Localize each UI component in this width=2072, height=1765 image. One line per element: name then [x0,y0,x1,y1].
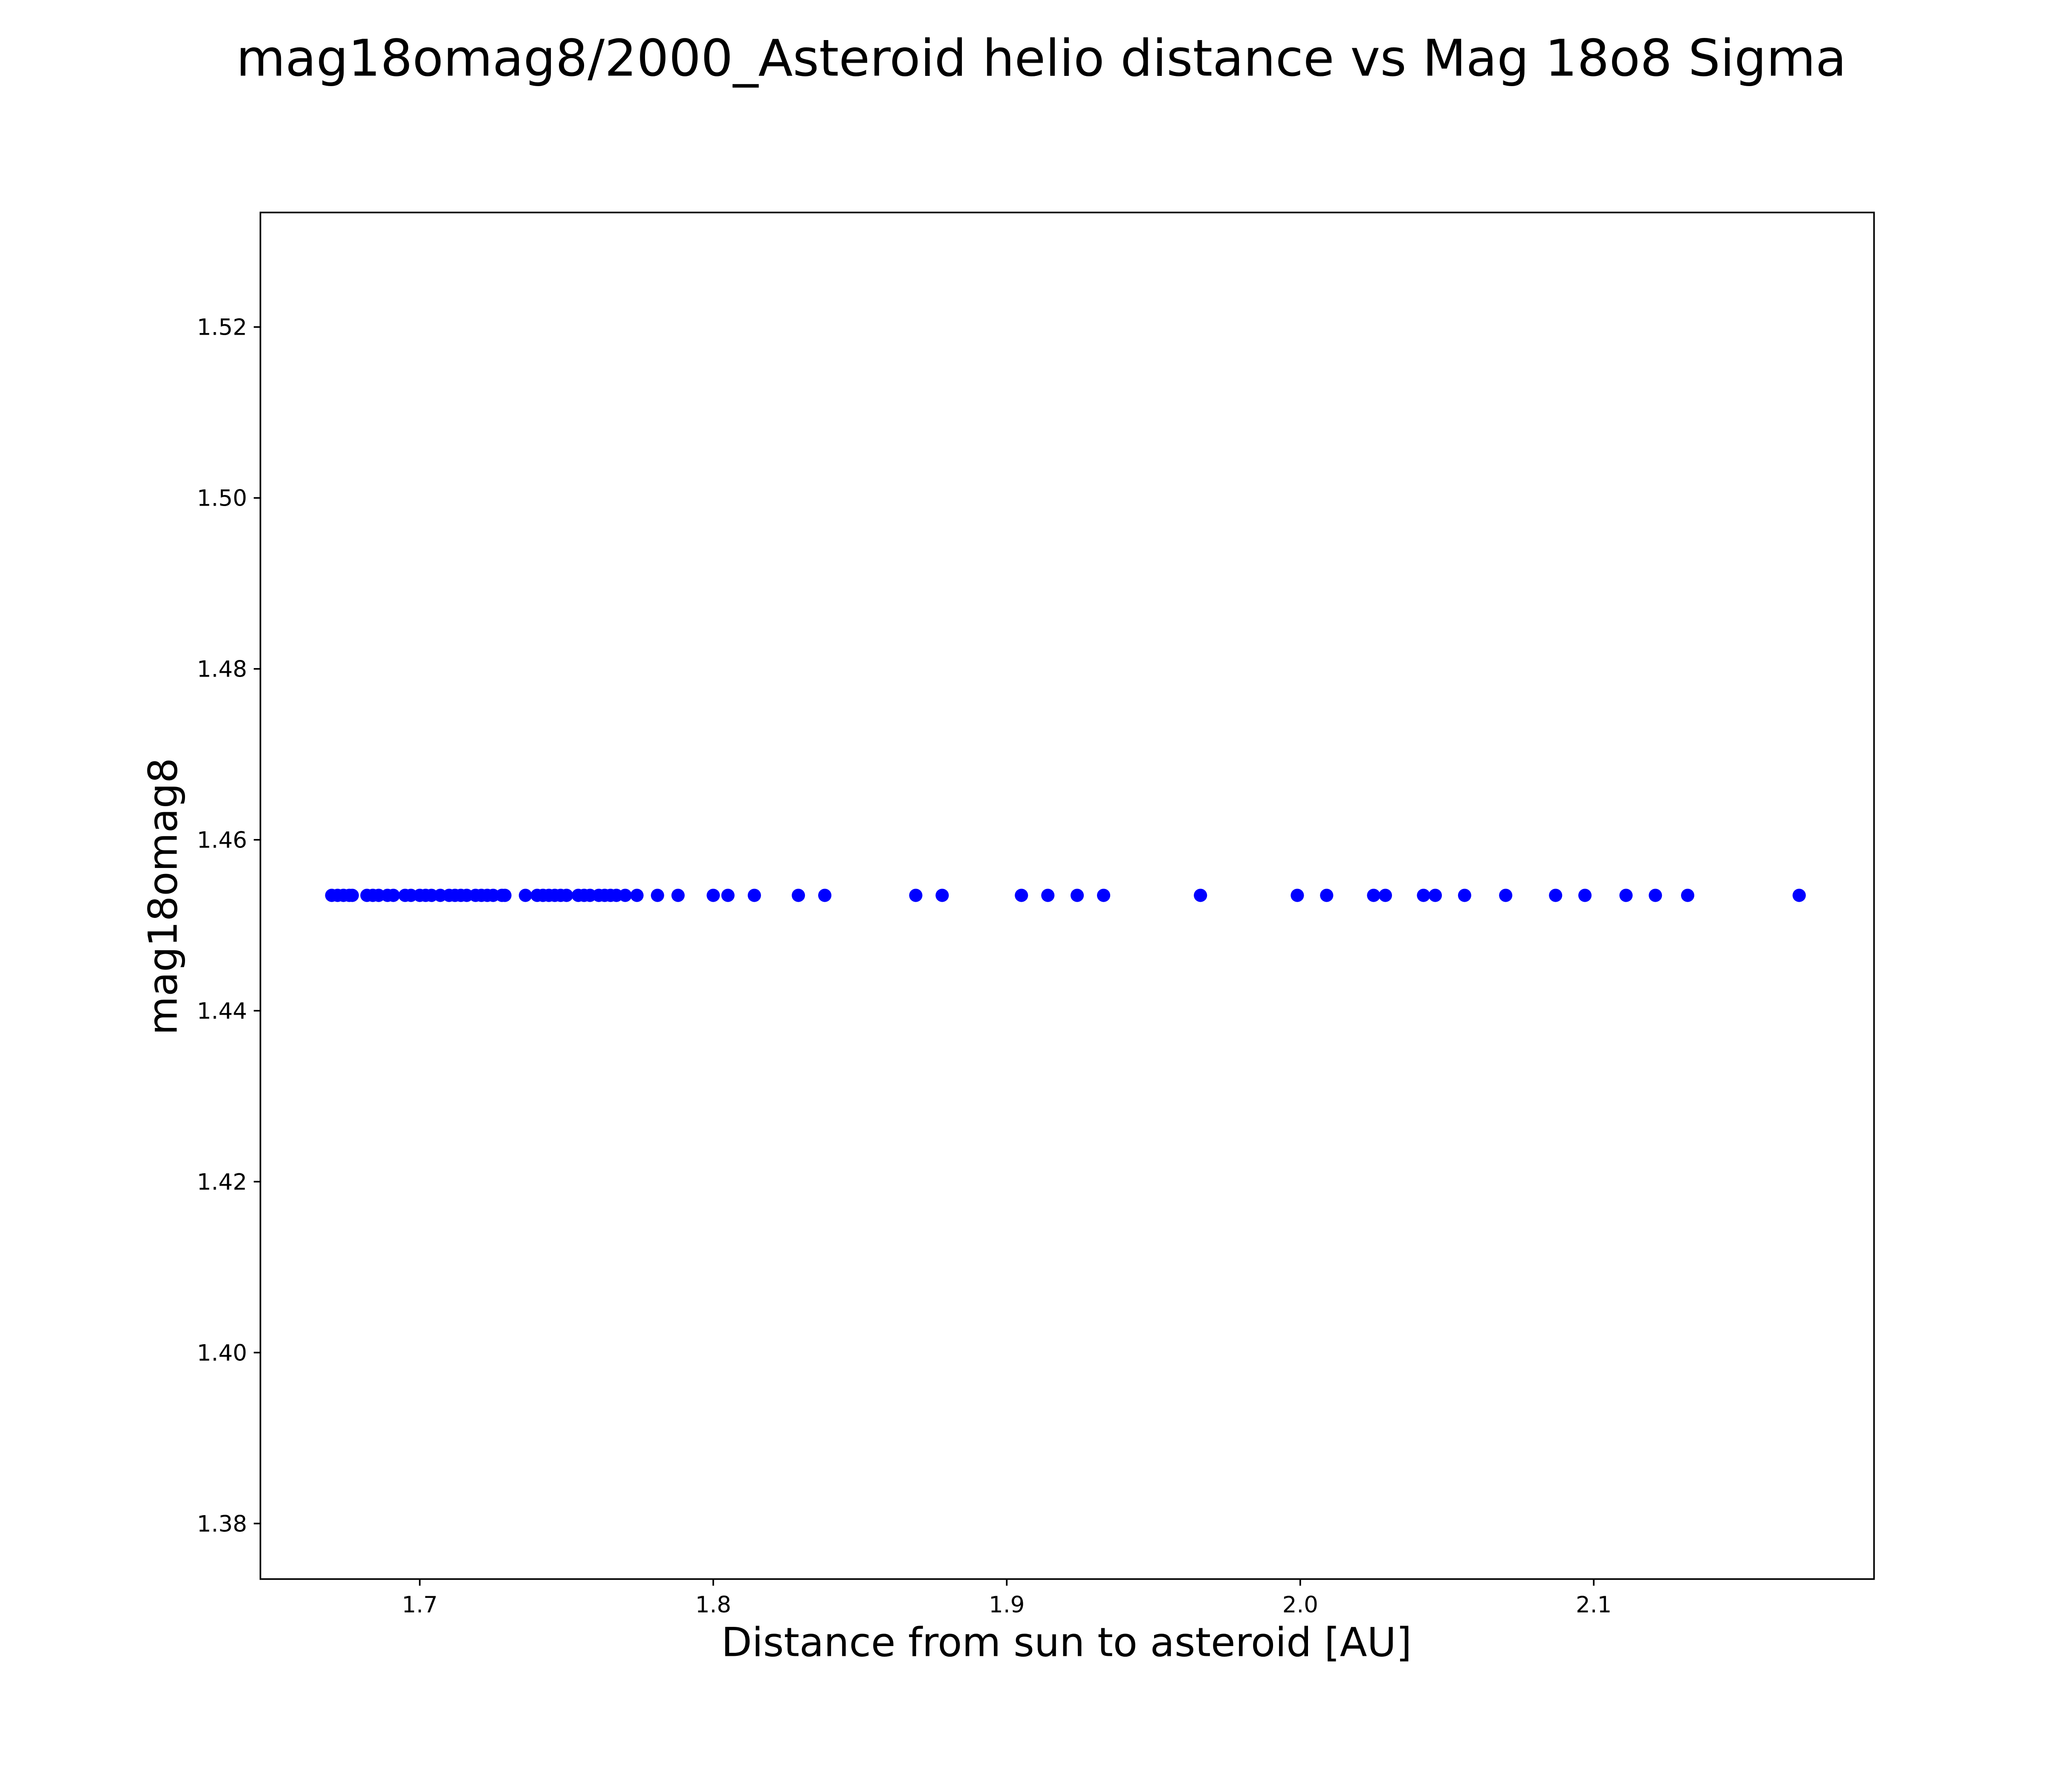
data-point [706,888,720,902]
data-point [1015,888,1028,902]
y-tick-label: 1.38 [197,1511,247,1537]
data-point [387,888,400,902]
x-tick-label: 1.7 [402,1592,437,1618]
data-point [721,888,735,902]
data-point [518,888,532,902]
x-tick-label: 2.0 [1282,1592,1318,1618]
data-point [818,888,832,902]
chart-title: mag18omag8/2000_Asteroid helio distance … [236,29,1846,88]
data-point [630,888,644,902]
data-point [1681,888,1695,902]
x-tick-label: 2.1 [1576,1592,1612,1618]
data-point [1367,888,1380,902]
data-point [1320,888,1334,902]
data-points [325,888,1806,902]
data-point [1458,888,1471,902]
x-tick-label: 1.8 [695,1592,731,1618]
data-point [747,888,761,902]
y-tick-label: 1.42 [197,1169,247,1195]
data-point [671,888,685,902]
data-point [1417,888,1430,902]
x-tick-label: 1.9 [989,1592,1024,1618]
y-tick-label: 1.48 [197,657,247,683]
x-axis: 1.7 1.8 1.9 2.0 2.1 [402,1579,1612,1618]
data-point [792,888,805,902]
y-tick-label: 1.40 [197,1340,247,1366]
data-point [1428,888,1442,902]
y-tick-label: 1.52 [197,315,247,341]
data-point [1097,888,1111,902]
data-point [498,888,512,902]
data-point [1649,888,1662,902]
data-point [651,888,664,902]
data-point [345,888,359,902]
y-axis-label: mag18omag8 [140,758,187,1035]
data-point [618,888,632,902]
data-point [1194,888,1207,902]
data-point [1291,888,1304,902]
data-point [560,888,573,902]
data-point [1619,888,1633,902]
data-point [1792,888,1806,902]
data-point [1041,888,1055,902]
y-tick-label: 1.44 [197,998,247,1024]
data-point [1499,888,1513,902]
data-point [1578,888,1592,902]
x-axis-label: Distance from sun to asteroid [AU] [721,1620,1412,1666]
y-axis: 1.38 1.40 1.42 1.44 1.46 1.48 1.50 1.52 [197,315,260,1537]
data-point [1071,888,1084,902]
y-tick-label: 1.50 [197,486,247,512]
data-point [909,888,923,902]
y-tick-label: 1.46 [197,828,247,854]
data-point [1378,888,1392,902]
plot-area [259,211,1875,1580]
data-point [935,888,949,902]
data-point [1549,888,1563,902]
